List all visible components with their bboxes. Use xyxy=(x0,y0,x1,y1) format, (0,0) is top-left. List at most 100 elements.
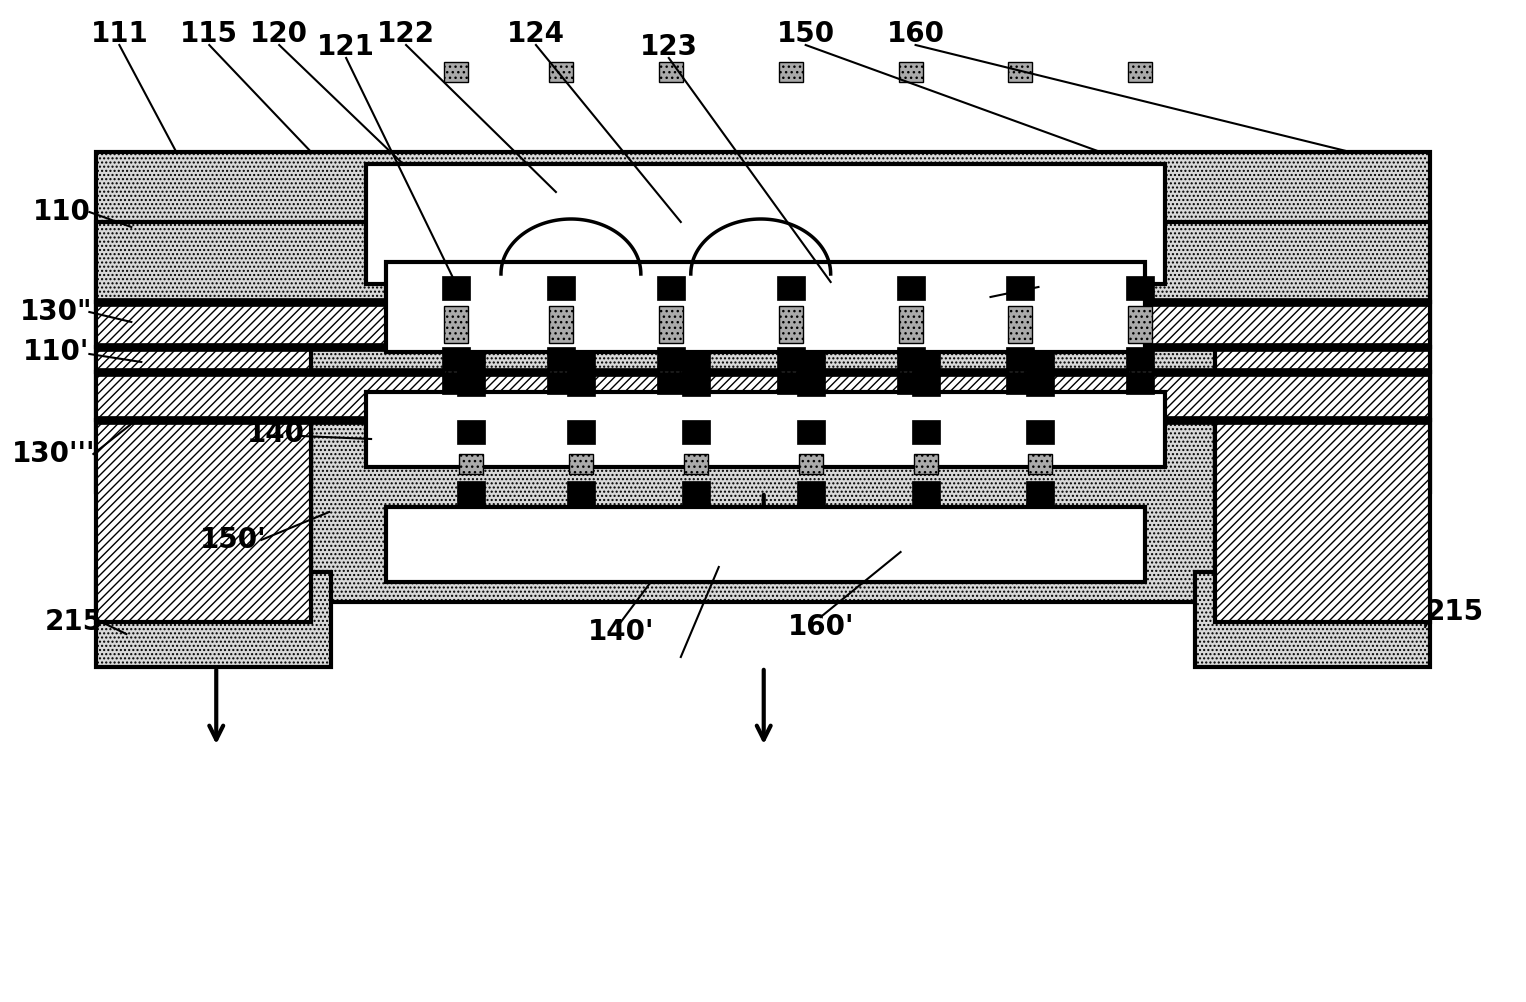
Bar xyxy=(1009,62,1033,82)
Bar xyxy=(546,347,575,371)
Text: 160': 160' xyxy=(787,613,855,641)
Text: 215: 215 xyxy=(44,608,102,636)
Bar xyxy=(96,416,1430,424)
Bar xyxy=(366,164,1166,284)
Bar xyxy=(456,481,485,505)
Bar xyxy=(96,347,311,492)
Bar xyxy=(777,372,804,394)
Text: 150': 150' xyxy=(685,543,752,571)
Bar xyxy=(911,420,940,444)
Bar xyxy=(897,347,925,371)
Bar xyxy=(443,276,470,300)
Bar xyxy=(777,347,804,371)
Bar xyxy=(96,302,1430,347)
Bar xyxy=(96,298,1430,306)
Text: 120': 120' xyxy=(1022,268,1088,296)
Bar xyxy=(549,62,572,82)
Bar xyxy=(914,352,937,372)
Bar xyxy=(568,420,595,444)
Bar xyxy=(798,351,823,369)
Bar xyxy=(1029,454,1053,474)
Bar xyxy=(684,454,708,474)
Bar xyxy=(797,352,824,376)
Bar xyxy=(96,222,1430,372)
Bar xyxy=(682,372,710,396)
Text: 121: 121 xyxy=(317,33,375,61)
Text: 140': 140' xyxy=(588,618,655,646)
Bar xyxy=(659,62,682,82)
Bar xyxy=(459,454,484,474)
Bar xyxy=(444,360,468,380)
Bar xyxy=(546,276,575,300)
Bar xyxy=(1195,572,1430,667)
Bar xyxy=(1126,347,1154,371)
Bar xyxy=(897,372,925,394)
Bar xyxy=(1027,481,1054,505)
Text: 124: 124 xyxy=(507,20,565,48)
Bar xyxy=(456,352,485,376)
Text: 111: 111 xyxy=(90,20,148,48)
Bar xyxy=(659,306,682,343)
Bar xyxy=(911,352,940,376)
Bar xyxy=(568,481,595,505)
Bar xyxy=(1009,360,1033,380)
Bar xyxy=(96,343,1430,351)
Bar xyxy=(797,481,824,505)
Bar xyxy=(1128,306,1152,343)
Text: 140: 140 xyxy=(247,420,305,448)
Bar xyxy=(1215,347,1430,492)
Bar xyxy=(656,347,685,371)
Bar xyxy=(682,352,710,376)
Bar xyxy=(778,62,803,82)
Bar xyxy=(899,360,923,380)
Bar xyxy=(1215,420,1430,622)
Bar xyxy=(443,372,470,394)
Bar xyxy=(386,507,1146,582)
Bar xyxy=(444,62,468,82)
Bar xyxy=(569,352,594,372)
Bar xyxy=(1027,372,1054,396)
Bar xyxy=(798,352,823,372)
Bar xyxy=(797,420,824,444)
Bar xyxy=(444,306,468,343)
Text: 115: 115 xyxy=(180,20,238,48)
Bar xyxy=(682,420,710,444)
Bar xyxy=(778,360,803,380)
Bar xyxy=(546,372,575,394)
Bar xyxy=(456,420,485,444)
Bar xyxy=(1126,276,1154,300)
Bar xyxy=(568,372,595,396)
Bar xyxy=(897,276,925,300)
Bar xyxy=(682,481,710,505)
Text: 110': 110' xyxy=(23,338,90,366)
Bar xyxy=(1027,420,1054,444)
Bar xyxy=(443,347,470,371)
Bar xyxy=(569,454,594,474)
Bar xyxy=(96,420,311,622)
Bar xyxy=(96,368,1430,376)
Bar xyxy=(684,351,708,369)
Bar xyxy=(366,392,1166,467)
Text: 123: 123 xyxy=(639,33,697,61)
Bar xyxy=(96,152,1430,302)
Bar xyxy=(659,360,682,380)
Bar xyxy=(1007,372,1035,394)
Bar xyxy=(568,352,595,376)
Bar xyxy=(1128,360,1152,380)
Bar xyxy=(1009,306,1033,343)
Bar xyxy=(96,572,331,667)
Bar xyxy=(1126,372,1154,394)
Bar xyxy=(914,454,937,474)
Bar xyxy=(911,372,940,396)
Bar xyxy=(777,276,804,300)
Bar xyxy=(656,276,685,300)
Bar xyxy=(1007,347,1035,371)
Text: 150: 150 xyxy=(777,20,835,48)
Text: 130": 130" xyxy=(20,298,93,326)
Bar xyxy=(549,306,572,343)
Bar xyxy=(684,352,708,372)
Text: 150': 150' xyxy=(200,526,267,554)
Bar xyxy=(899,306,923,343)
Bar xyxy=(1128,62,1152,82)
Text: 120: 120 xyxy=(250,20,308,48)
